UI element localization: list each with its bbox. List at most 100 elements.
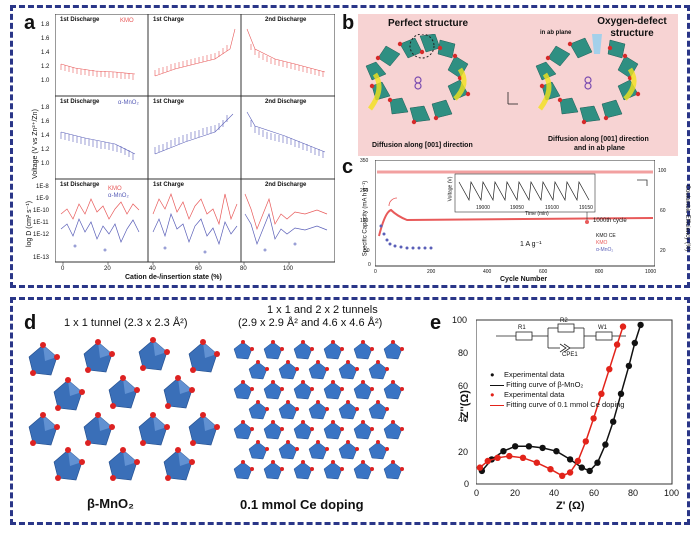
a-title-r1c1: 1st Discharge — [60, 17, 100, 23]
kmo-discharge-2 — [246, 28, 326, 77]
logd-amno2 — [60, 212, 328, 246]
e-data-point — [533, 459, 540, 466]
a-logd-tick: 1E-9 — [36, 196, 49, 202]
c-xtick: 800 — [595, 269, 604, 275]
e-circuit-cpe1: CPE1 — [562, 352, 578, 358]
panel-d-label: d — [24, 312, 37, 334]
e-circuit — [496, 323, 626, 353]
c-ytick: 250 — [360, 188, 369, 194]
e-legend-exp-ce: Experimental data — [504, 390, 565, 399]
b-left-title: Perfect structure — [388, 18, 469, 29]
a-xtick: 60 — [195, 266, 202, 272]
kmo-charge-1 — [154, 28, 236, 77]
e-data-point — [519, 454, 527, 461]
b-ab-plane: in ab plane — [540, 30, 572, 36]
kmo-discharge-1 — [60, 63, 136, 80]
e-data-point — [525, 443, 533, 450]
e-ytick: 100 — [452, 315, 468, 325]
e-data-point — [506, 452, 513, 460]
c-legend-amno2: α-MnO₂ — [596, 247, 614, 253]
e-legend-row-3: ● Experimental data — [490, 390, 565, 399]
a-logd-tick: 1E-11 — [33, 220, 49, 226]
e-xlabel: Z' (Ω) — [556, 500, 585, 512]
e-data-point — [559, 472, 566, 479]
c-ytick: 150 — [360, 218, 369, 224]
a-legend-kmo-r3: KMO — [108, 186, 122, 192]
a-title-r1c3: 2nd Discharge — [265, 17, 307, 23]
d-left-title: 1 x 1 tunnel (2.3 x 2.3 Å²) — [64, 317, 188, 329]
e-data-point — [617, 390, 625, 397]
a-vtick: 1.6 — [41, 36, 50, 42]
a-title-r2c3: 2nd Discharge — [265, 99, 307, 105]
e-data-point — [594, 459, 601, 466]
e-data-point — [582, 438, 589, 445]
e-legend-fit-beta: Fitting curve of β-MnO₂ — [506, 380, 584, 389]
panel-b-label: b — [342, 12, 355, 34]
c-xtick: 400 — [483, 269, 492, 275]
panel-a-logd-ylabel: log D (cm² s⁻¹) — [26, 200, 33, 248]
a-vtick: 1.8 — [41, 105, 50, 111]
e-data-point — [547, 466, 554, 473]
c-y2tick: 20 — [660, 248, 666, 254]
d-right-title-2: (2.9 x 2.9 Å² and 4.6 x 4.6 Å²) — [238, 317, 383, 329]
c-inset-ylabel: Voltage (V) — [447, 176, 454, 202]
a-legend-amno2-r3: α-MnO₂ — [108, 193, 129, 199]
c-inset-xtick: 19100 — [545, 205, 559, 211]
a-xtick: 20 — [104, 266, 111, 272]
logd-scatter-points — [73, 242, 297, 254]
b-right-title: Oxygen-defect structure — [597, 16, 667, 39]
b-right-structure — [535, 34, 641, 125]
e-data-point — [613, 341, 621, 348]
e-legend-exp-beta: Experimental data — [504, 370, 565, 379]
a-vtick: 1.4 — [41, 133, 50, 139]
a-legend-kmo-r1: KMO — [120, 18, 134, 24]
a-title-r2c1: 1st Discharge — [60, 99, 100, 105]
b-left-structure — [365, 34, 471, 125]
c-inset-xlabel: Time (min) — [525, 211, 549, 217]
e-data-point — [598, 390, 605, 397]
a-logd-tick: 1E-10 — [33, 208, 50, 214]
a-title-r2c2: 1st Charge — [153, 99, 185, 105]
e-data-point — [574, 457, 582, 465]
amno2-charge-1 — [154, 113, 234, 155]
e-data-point — [619, 323, 627, 330]
panel-e-label: e — [430, 312, 442, 334]
c-inset-xtick: 19050 — [510, 205, 524, 211]
e-data-point — [484, 457, 491, 465]
a-title-r3c1: 1st Discharge — [60, 182, 100, 188]
b-left-caption: Diffusion along [001] direction — [372, 142, 473, 149]
e-data-point — [602, 441, 609, 448]
e-data-point — [566, 456, 574, 463]
e-ytick: 0 — [464, 479, 470, 489]
e-legend: ● Experimental data Fitting curve of β-Mn… — [490, 370, 624, 410]
a-title-r1c2: 1st Charge — [153, 17, 185, 23]
e-fit-curve-1 — [479, 326, 624, 477]
c-y2tick: 60 — [660, 208, 666, 214]
a-vtick: 1.0 — [41, 161, 50, 167]
c-inset-xtick: 19150 — [579, 205, 593, 211]
e-data-point — [578, 464, 585, 471]
a-logd-tick: 1E-12 — [33, 232, 50, 238]
b-right-caption-1: Diffusion along [001] direction — [548, 136, 649, 143]
a-xtick: 80 — [240, 266, 247, 272]
a-xtick: 100 — [283, 266, 294, 272]
e-xtick: 0 — [474, 488, 480, 498]
c-xtick: 1000 — [645, 269, 657, 275]
e-ytick: 60 — [458, 381, 469, 391]
e-ytick: 40 — [458, 414, 469, 424]
e-xtick: 100 — [664, 488, 680, 498]
e-data-point — [631, 339, 638, 347]
e-data-point — [610, 418, 617, 425]
a-legend-amno2-r2: α-MnO₂ — [118, 100, 139, 106]
e-nyquist-chart — [476, 319, 673, 485]
a-vtick: 1.2 — [41, 64, 50, 70]
e-series-group — [476, 321, 644, 479]
logd-kmo — [60, 192, 328, 231]
panel-a-voltage-ylabel: Voltage (V vs Zn²⁺/Zn) — [32, 109, 39, 179]
b-right-caption-2: and in ab plane — [574, 145, 625, 152]
e-legend-row-1: ● Experimental data — [490, 370, 565, 379]
e-xtick: 60 — [589, 488, 600, 498]
c-ytick: 50 — [364, 248, 370, 254]
e-data-point — [500, 448, 507, 455]
e-data-point — [512, 443, 519, 450]
